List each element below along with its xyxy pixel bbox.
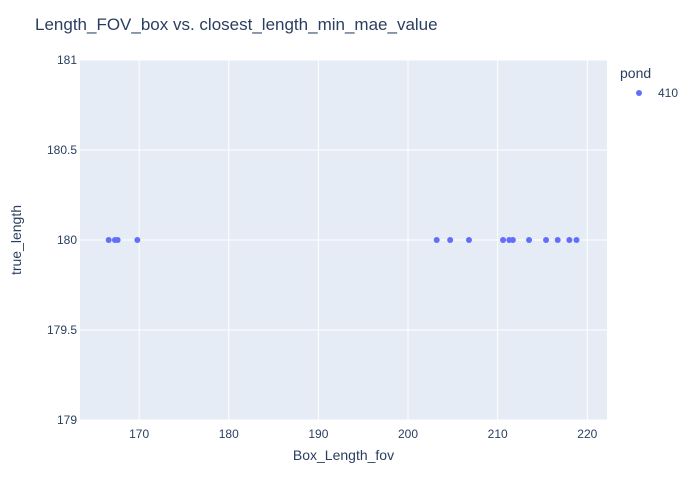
y-tick-label: 179 (57, 413, 77, 427)
data-point[interactable] (134, 237, 141, 243)
data-point[interactable] (447, 237, 454, 243)
y-tick-label: 181 (57, 53, 77, 67)
data-point[interactable] (554, 237, 561, 243)
data-point[interactable] (526, 237, 533, 243)
y-axis-title: true_length (8, 205, 24, 275)
x-tick-label: 190 (308, 427, 328, 441)
x-axis-title: Box_Length_fov (293, 447, 394, 463)
legend: pond 410 (620, 65, 678, 100)
data-point[interactable] (500, 237, 507, 243)
data-point[interactable] (509, 237, 516, 243)
legend-marker (636, 90, 642, 96)
x-tick-label: 220 (577, 427, 597, 441)
y-tick-label: 179.5 (47, 323, 77, 337)
x-axis-ticks: 170 180 190 200 210 220 (129, 427, 597, 441)
data-point[interactable] (105, 237, 112, 243)
data-points (105, 237, 580, 243)
chart-title: Length_FOV_box vs. closest_length_min_ma… (35, 15, 438, 34)
y-tick-label: 180 (57, 233, 77, 247)
data-point[interactable] (573, 237, 580, 243)
x-tick-label: 210 (488, 427, 508, 441)
data-point[interactable] (543, 237, 550, 243)
data-point[interactable] (433, 237, 440, 243)
y-axis-ticks: 179 179.5 180 180.5 181 (47, 53, 77, 427)
x-tick-label: 180 (219, 427, 239, 441)
legend-title: pond (620, 65, 651, 81)
data-point[interactable] (465, 237, 472, 243)
x-tick-label: 200 (398, 427, 418, 441)
legend-item-label[interactable]: 410 (658, 86, 678, 100)
data-point[interactable] (566, 237, 573, 243)
x-tick-label: 170 (129, 427, 149, 441)
data-point[interactable] (114, 237, 121, 243)
y-tick-label: 180.5 (47, 143, 77, 157)
grid-lines (80, 59, 607, 421)
